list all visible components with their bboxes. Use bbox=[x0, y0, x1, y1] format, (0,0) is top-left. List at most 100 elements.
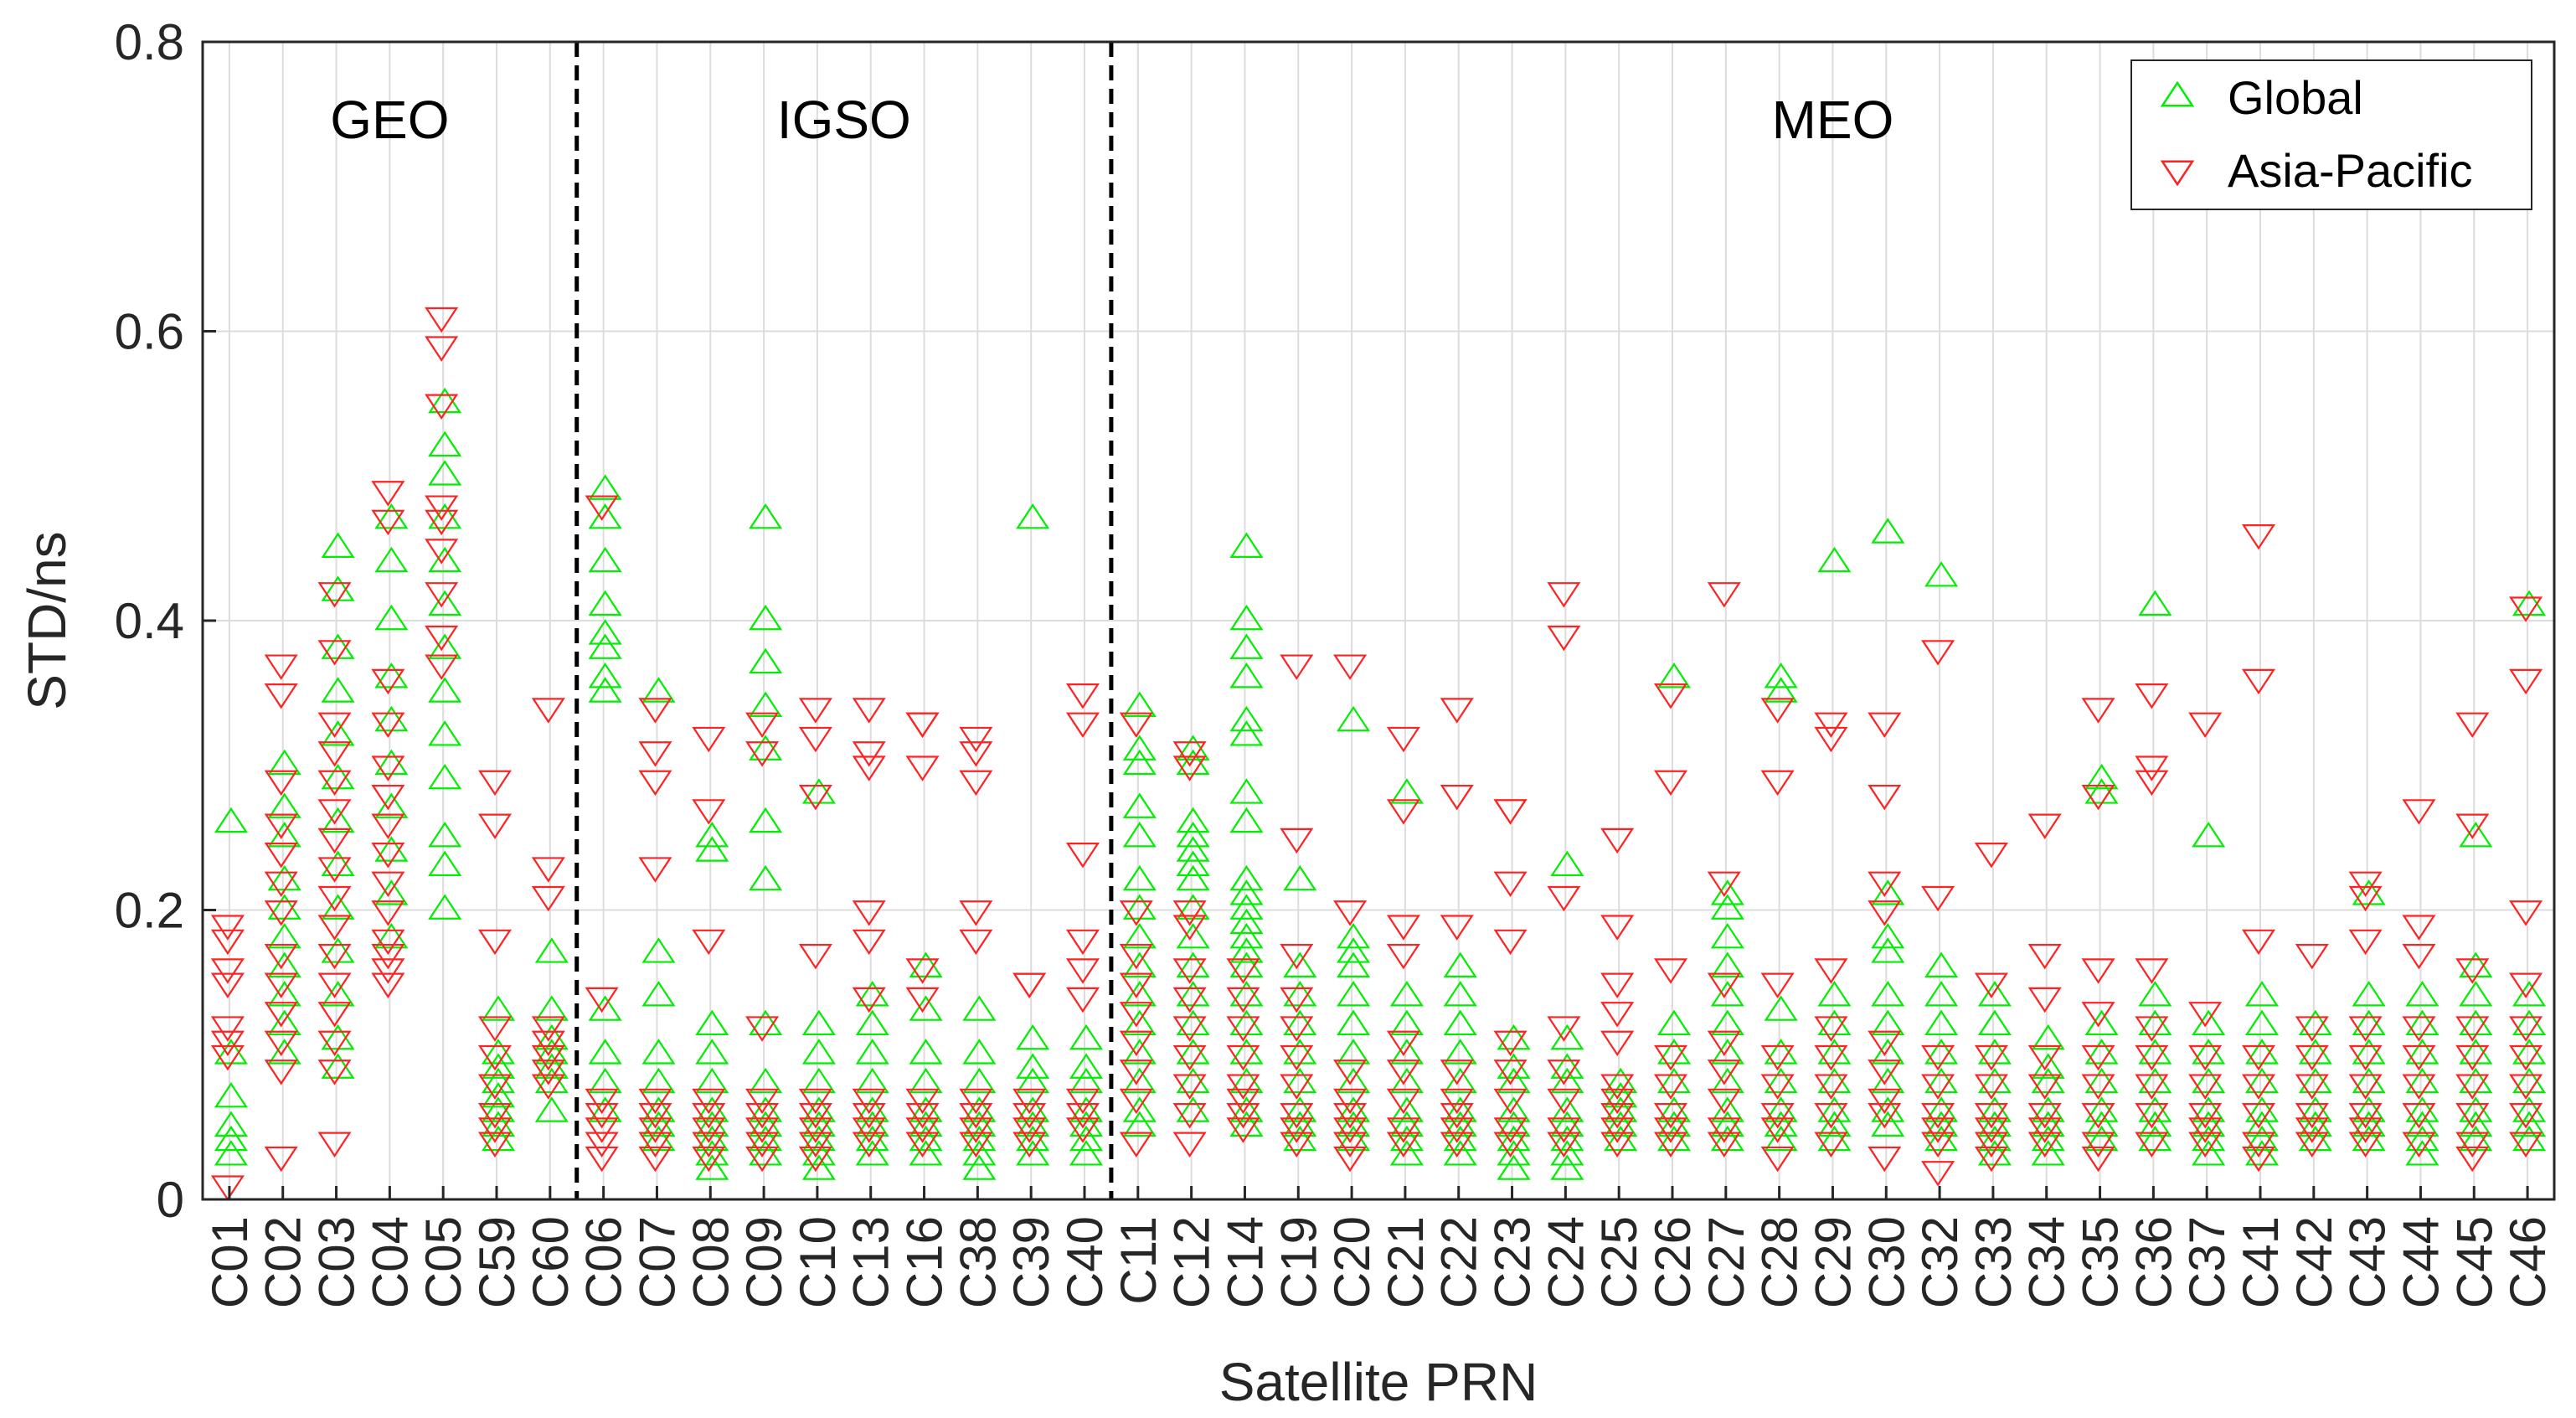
global-point-c30 bbox=[1871, 1067, 1905, 1094]
asia-pacific-point-c23 bbox=[1493, 1030, 1528, 1057]
asia-pacific-point-c10 bbox=[798, 726, 832, 753]
global-point-c04 bbox=[374, 546, 409, 573]
marks-layer bbox=[210, 307, 2547, 1201]
asia-pacific-point-c24 bbox=[1547, 1016, 1581, 1042]
global-point-c33 bbox=[1977, 981, 2012, 1007]
x-tick-label-c27: C27 bbox=[1698, 1216, 1754, 1308]
group-label-meo: MEO bbox=[1772, 90, 1894, 150]
global-point-c29 bbox=[1817, 1111, 1852, 1137]
asia-pacific-point-c38 bbox=[959, 900, 993, 926]
global-point-c11 bbox=[1122, 1111, 1157, 1137]
global-point-c39 bbox=[1016, 1140, 1050, 1166]
global-point-c05 bbox=[428, 677, 462, 703]
asia-pacific-point-c26 bbox=[1653, 1044, 1688, 1071]
asia-pacific-point-c01 bbox=[210, 1030, 245, 1057]
asia-pacific-point-c20 bbox=[1333, 654, 1368, 680]
asia-pacific-point-c20 bbox=[1333, 1117, 1368, 1143]
asia-pacific-point-c36 bbox=[2135, 683, 2169, 709]
global-point-c20 bbox=[1337, 1039, 1371, 1065]
global-point-c30 bbox=[1871, 518, 1905, 544]
asia-pacific-point-c06 bbox=[585, 987, 619, 1013]
asia-pacific-point-c13 bbox=[852, 987, 886, 1013]
asia-pacific-point-c60 bbox=[531, 1044, 565, 1071]
global-point-c32 bbox=[1924, 951, 1959, 977]
global-point-c59 bbox=[481, 1053, 516, 1079]
asia-pacific-point-c44 bbox=[2402, 1044, 2436, 1071]
asia-pacific-point-c41 bbox=[2241, 1146, 2276, 1173]
asia-pacific-point-c05 bbox=[425, 582, 459, 608]
global-point-c40 bbox=[1069, 1125, 1104, 1152]
asia-pacific-point-c10 bbox=[798, 943, 832, 970]
asia-pacific-point-c25 bbox=[1600, 915, 1635, 941]
asia-pacific-point-c25 bbox=[1600, 828, 1635, 854]
asia-pacific-point-c46 bbox=[2509, 1044, 2543, 1071]
global-point-c38 bbox=[962, 1067, 997, 1094]
asia-pacific-point-c25 bbox=[1600, 1088, 1635, 1115]
asia-pacific-point-c05 bbox=[425, 394, 459, 420]
asia-pacific-point-c60 bbox=[531, 1060, 565, 1085]
asia-pacific-point-c59 bbox=[477, 1074, 513, 1100]
x-tick-label-c41: C41 bbox=[2233, 1216, 2289, 1308]
asia-pacific-point-c06 bbox=[585, 1132, 619, 1158]
asia-pacific-point-c12 bbox=[1172, 741, 1207, 767]
global-point-c12 bbox=[1176, 807, 1210, 833]
asia-pacific-point-c39 bbox=[1012, 972, 1047, 998]
asia-pacific-point-c29 bbox=[1814, 712, 1848, 739]
global-point-c06 bbox=[588, 677, 622, 703]
asia-pacific-point-c12 bbox=[1172, 900, 1207, 926]
global-point-c20 bbox=[1337, 1067, 1371, 1094]
global-point-c06 bbox=[588, 619, 622, 645]
x-tick-label-c38: C38 bbox=[950, 1216, 1006, 1308]
asia-pacific-point-c32 bbox=[1921, 1102, 1955, 1129]
global-point-c14 bbox=[1229, 705, 1264, 732]
asia-pacific-point-c28 bbox=[1760, 698, 1795, 724]
global-point-c11 bbox=[1122, 864, 1157, 891]
global-point-c04 bbox=[374, 879, 409, 905]
global-point-c34 bbox=[2031, 1053, 2065, 1079]
global-point-c41 bbox=[2244, 1009, 2280, 1036]
asia-pacific-point-c02 bbox=[264, 1030, 298, 1057]
global-point-c10 bbox=[801, 1154, 836, 1180]
y-axis: 0 0.2 0.4 0.6 0.8 bbox=[115, 14, 216, 1228]
asia-pacific-point-c35 bbox=[2081, 1102, 2115, 1129]
asia-pacific-point-c59 bbox=[477, 1132, 513, 1158]
legend-marker-shape bbox=[2160, 80, 2195, 107]
asia-pacific-point-c22 bbox=[1440, 784, 1474, 811]
global-point-c43 bbox=[2352, 981, 2386, 1007]
global-point-c05 bbox=[428, 850, 462, 877]
asia-pacific-point-c35 bbox=[2081, 1044, 2115, 1071]
x-tick-label-c40: C40 bbox=[1057, 1216, 1113, 1308]
global-point-c06 bbox=[588, 546, 622, 573]
asia-pacific-point-c22 bbox=[1440, 1102, 1474, 1129]
global-point-c39 bbox=[1016, 503, 1050, 529]
x-tick-label-c23: C23 bbox=[1485, 1216, 1541, 1308]
asia-pacific-point-c38 bbox=[959, 1132, 993, 1158]
global-point-c20 bbox=[1337, 981, 1371, 1007]
asia-pacific-point-c08 bbox=[692, 1132, 726, 1158]
asia-pacific-point-c19 bbox=[1280, 1117, 1314, 1143]
global-point-c40 bbox=[1069, 1053, 1104, 1079]
asia-pacific-point-c29 bbox=[1814, 1016, 1848, 1042]
asia-pacific-point-c26 bbox=[1653, 958, 1688, 984]
asia-pacific-point-c28 bbox=[1760, 1074, 1795, 1100]
global-point-c14 bbox=[1229, 864, 1264, 891]
asia-pacific-point-c35 bbox=[2081, 1132, 2115, 1158]
asia-pacific-point-c27 bbox=[1707, 1117, 1741, 1143]
asia-pacific-point-c09 bbox=[745, 741, 780, 767]
global-point-c41 bbox=[2244, 981, 2280, 1007]
global-point-c11 bbox=[1122, 951, 1157, 977]
asia-pacific-point-c60 bbox=[531, 1074, 565, 1100]
x-tick-label-c13: C13 bbox=[843, 1216, 899, 1308]
asia-pacific-point-c34 bbox=[2027, 1074, 2062, 1100]
global-point-c44 bbox=[2405, 981, 2439, 1007]
asia-pacific-point-c42 bbox=[2295, 943, 2329, 970]
global-point-c60 bbox=[534, 1096, 569, 1122]
asia-pacific-point-c20 bbox=[1333, 1146, 1368, 1173]
asia-pacific-point-c12 bbox=[1172, 755, 1207, 781]
asia-pacific-point-c01 bbox=[210, 1175, 245, 1201]
global-point-c24 bbox=[1550, 1140, 1584, 1166]
asia-pacific-point-c36 bbox=[2135, 1102, 2169, 1129]
asia-pacific-point-c38 bbox=[959, 1117, 993, 1143]
x-tick-label-c34: C34 bbox=[2019, 1216, 2075, 1308]
